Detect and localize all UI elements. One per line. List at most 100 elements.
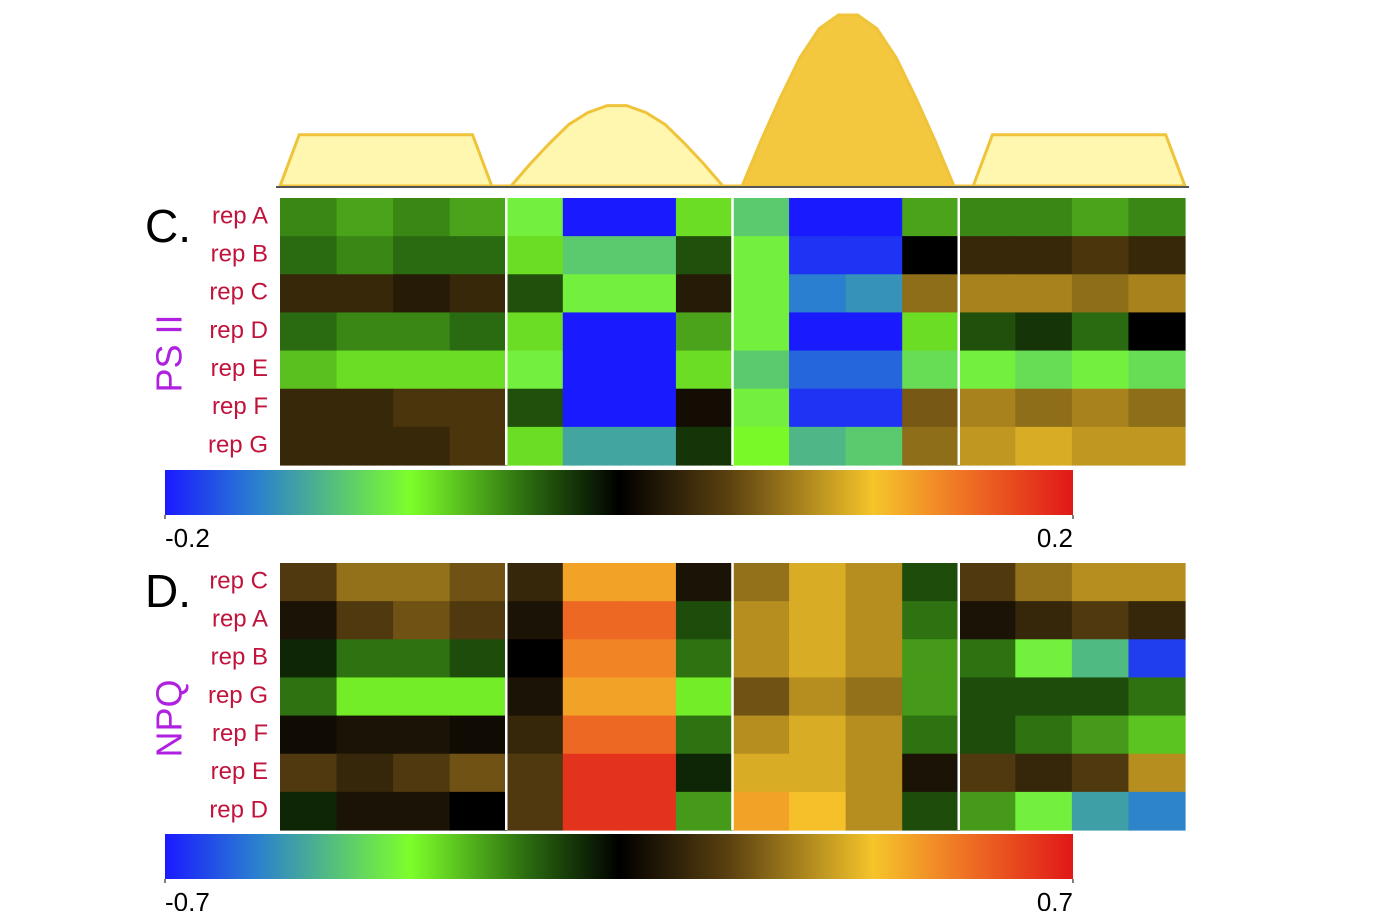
row-label: rep E: [211, 758, 268, 785]
heat-cell: [1015, 639, 1073, 679]
row-label: rep C: [209, 279, 268, 306]
heat-cell: [675, 426, 734, 466]
heat-cell: [562, 426, 620, 466]
row-label: rep A: [212, 202, 268, 229]
heat-cell: [1071, 236, 1130, 275]
heat-cell: [789, 753, 847, 793]
heat-cell: [619, 274, 677, 314]
panel-label: D.: [145, 565, 191, 617]
heat-cell: [732, 601, 790, 640]
row-label: rep F: [212, 393, 268, 420]
heat-cell: [280, 563, 338, 602]
colorbar-tick-label: 0.7: [1037, 887, 1073, 911]
heat-cell: [393, 312, 451, 352]
heat-cell: [280, 639, 338, 679]
heat-cell: [789, 274, 847, 314]
y-label: NPQ: [149, 679, 190, 757]
heat-cell: [902, 753, 960, 793]
heat-cell: [562, 601, 620, 640]
heat-cell: [562, 677, 620, 717]
heat-cell: [449, 312, 507, 352]
heat-cell: [1015, 198, 1073, 237]
heat-cell: [1015, 677, 1073, 717]
heat-cell: [902, 677, 960, 717]
heat-cell: [393, 563, 451, 602]
heat-cell: [789, 677, 847, 717]
heat-cell: [732, 677, 790, 717]
heat-cell: [506, 350, 564, 390]
heat-cell: [336, 639, 394, 679]
heat-cell: [1071, 753, 1130, 793]
heat-cell: [902, 388, 960, 428]
heat-cell: [675, 791, 734, 831]
heat-cell: [393, 791, 451, 831]
heat-cell: [902, 791, 960, 831]
heat-cell: [845, 601, 903, 640]
heat-cell: [1015, 236, 1073, 275]
heat-cell: [1128, 274, 1186, 314]
heat-cell: [1128, 677, 1186, 717]
heat-cell: [619, 426, 677, 466]
heat-cell: [1015, 274, 1073, 314]
heat-cell: [845, 274, 903, 314]
heat-cell: [336, 350, 394, 390]
heat-cell: [280, 198, 338, 237]
heat-cell: [280, 312, 338, 352]
heat-cell: [1128, 753, 1186, 793]
heat-cell: [393, 350, 451, 390]
heat-cell: [449, 198, 507, 237]
heat-cell: [958, 236, 1016, 275]
heat-cell: [449, 677, 507, 717]
heat-cell: [506, 388, 564, 428]
row-label: rep D: [209, 796, 268, 823]
row-label: rep G: [208, 682, 268, 709]
heat-cell: [789, 198, 847, 237]
heat-cell: [1128, 236, 1186, 275]
heat-cell: [845, 677, 903, 717]
heat-cell: [789, 791, 847, 831]
heat-cell: [1071, 563, 1130, 602]
heat-cell: [845, 350, 903, 390]
heat-cell: [1015, 753, 1073, 793]
colorbar-tick-label: -0.2: [165, 523, 210, 553]
heat-cell: [1071, 677, 1130, 717]
heat-cell: [675, 236, 734, 275]
heat-cell: [449, 715, 507, 755]
heat-cell: [1128, 198, 1186, 237]
heat-cell: [280, 274, 338, 314]
heat-cell: [449, 426, 507, 466]
heat-cell: [789, 350, 847, 390]
heat-cell: [562, 791, 620, 831]
heat-cell: [958, 601, 1016, 640]
heat-cell: [902, 236, 960, 275]
heat-cell: [675, 715, 734, 755]
heat-cell: [562, 563, 620, 602]
heat-cell: [336, 791, 394, 831]
heat-cell: [506, 236, 564, 275]
heat-cell: [958, 677, 1016, 717]
heat-cell: [902, 715, 960, 755]
colorbar-tick-label: -0.7: [165, 887, 210, 911]
heat-cell: [336, 388, 394, 428]
heat-cell: [336, 677, 394, 717]
heat-cell: [1015, 791, 1073, 831]
heat-cell: [506, 753, 564, 793]
colorbar-tick-label: 0.2: [1037, 523, 1073, 553]
heat-cell: [845, 715, 903, 755]
heat-cell: [902, 426, 960, 466]
heat-cell: [675, 677, 734, 717]
heat-cell: [902, 198, 960, 237]
heat-cell: [562, 198, 620, 237]
heat-cell: [562, 312, 620, 352]
heat-cell: [902, 350, 960, 390]
heat-cell: [280, 753, 338, 793]
heat-cell: [1015, 601, 1073, 640]
heat-cell: [845, 639, 903, 679]
heat-cell: [506, 639, 564, 679]
heat-cell: [675, 274, 734, 314]
row-label: rep B: [211, 644, 268, 671]
heat-cell: [619, 388, 677, 428]
heat-cell: [958, 350, 1016, 390]
heat-cell: [393, 639, 451, 679]
heat-cell: [336, 236, 394, 275]
